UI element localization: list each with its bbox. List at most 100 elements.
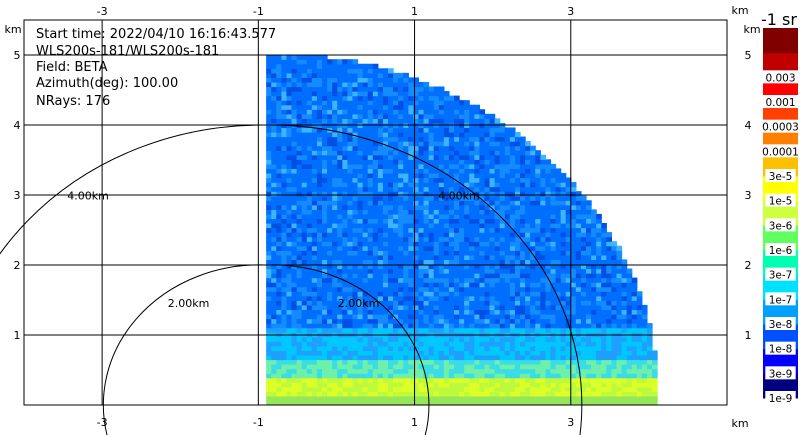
field-cell (413, 377, 420, 383)
field-cell (367, 141, 374, 147)
color-scale-label: 1e-9 (765, 391, 796, 405)
field-cell (499, 386, 506, 392)
field-cell (601, 341, 607, 347)
field-cell (454, 232, 460, 238)
field-cell (611, 323, 618, 329)
field-cell (266, 286, 272, 292)
field-cell (271, 318, 277, 324)
field-cell (413, 263, 420, 270)
field-cell (281, 136, 288, 142)
field-cell (540, 341, 546, 347)
field-cell (382, 368, 389, 374)
field-cell (337, 236, 343, 242)
field-cell (469, 368, 475, 374)
field-cell (469, 354, 475, 361)
field-cell (489, 327, 496, 333)
field-cell (606, 400, 612, 405)
field-cell (525, 236, 531, 242)
field-cell (611, 309, 618, 315)
field-cell (540, 400, 546, 405)
field-cell (266, 245, 272, 251)
field-cell (321, 377, 328, 383)
field-cell (606, 345, 612, 351)
field-cell (525, 382, 531, 388)
field-cell (311, 364, 318, 370)
field-cell (393, 159, 399, 165)
field-cell (448, 227, 455, 233)
field-cell (591, 391, 597, 397)
field-cell (271, 286, 277, 292)
field-cell (418, 250, 425, 256)
field-cell (408, 195, 414, 201)
field-cell (266, 113, 272, 119)
field-cell (601, 282, 607, 288)
field-cell (540, 364, 546, 370)
field-cell (540, 291, 546, 297)
field-cell (357, 263, 364, 270)
field-cell (352, 223, 359, 229)
field-cell (428, 245, 435, 251)
field-cell (489, 295, 496, 301)
field-cell (570, 364, 577, 370)
field-cell (469, 291, 475, 297)
field-cell (504, 286, 511, 292)
field-cell (479, 209, 486, 215)
field-cell (438, 345, 445, 351)
field-cell (555, 186, 562, 192)
field-cell (555, 277, 562, 283)
field-cell (271, 177, 277, 183)
field-cell (388, 145, 394, 151)
field-cell (499, 195, 506, 201)
field-cell (311, 273, 318, 279)
field-cell (408, 254, 414, 260)
field-cell (301, 241, 308, 247)
field-cell (321, 354, 328, 361)
field-cell (555, 318, 562, 324)
field-cell (332, 263, 338, 270)
field-cell (535, 318, 541, 324)
field-cell (550, 359, 557, 365)
field-cell (301, 354, 308, 361)
color-scale-label: 1e-5 (765, 193, 796, 208)
field-cell (408, 395, 414, 402)
field-cell (626, 273, 633, 279)
field-cell (525, 336, 531, 342)
field-cell (372, 168, 379, 174)
field-cell (428, 209, 435, 215)
field-cell (525, 200, 531, 206)
field-cell (530, 300, 536, 306)
field-cell (291, 304, 298, 311)
field-cell (565, 268, 572, 274)
field-cell (555, 250, 562, 256)
field-cell (266, 195, 272, 201)
field-cell (362, 63, 369, 69)
field-cell (382, 286, 389, 292)
field-cell (641, 323, 648, 329)
field-cell (474, 341, 480, 347)
field-cell (494, 172, 501, 179)
field-cell (469, 127, 475, 133)
field-cell (311, 163, 318, 169)
field-cell (418, 213, 425, 220)
field-cell (580, 304, 587, 311)
field-cell (403, 350, 409, 356)
field-cell (479, 113, 486, 119)
field-cell (509, 263, 516, 270)
field-cell (530, 304, 536, 311)
field-cell (398, 177, 404, 183)
field-cell (438, 309, 445, 315)
field-cell (631, 395, 638, 402)
field-cell (362, 314, 369, 320)
field-cell (580, 263, 587, 270)
field-cell (459, 400, 465, 405)
field-cell (525, 168, 531, 174)
field-cell (362, 304, 369, 311)
field-cell (636, 350, 643, 356)
field-cell (413, 218, 420, 224)
field-cell (575, 195, 582, 201)
field-cell (621, 377, 628, 383)
field-cell (276, 86, 282, 92)
field-cell (646, 391, 653, 397)
field-cell (514, 368, 521, 374)
field-cell (454, 250, 460, 256)
